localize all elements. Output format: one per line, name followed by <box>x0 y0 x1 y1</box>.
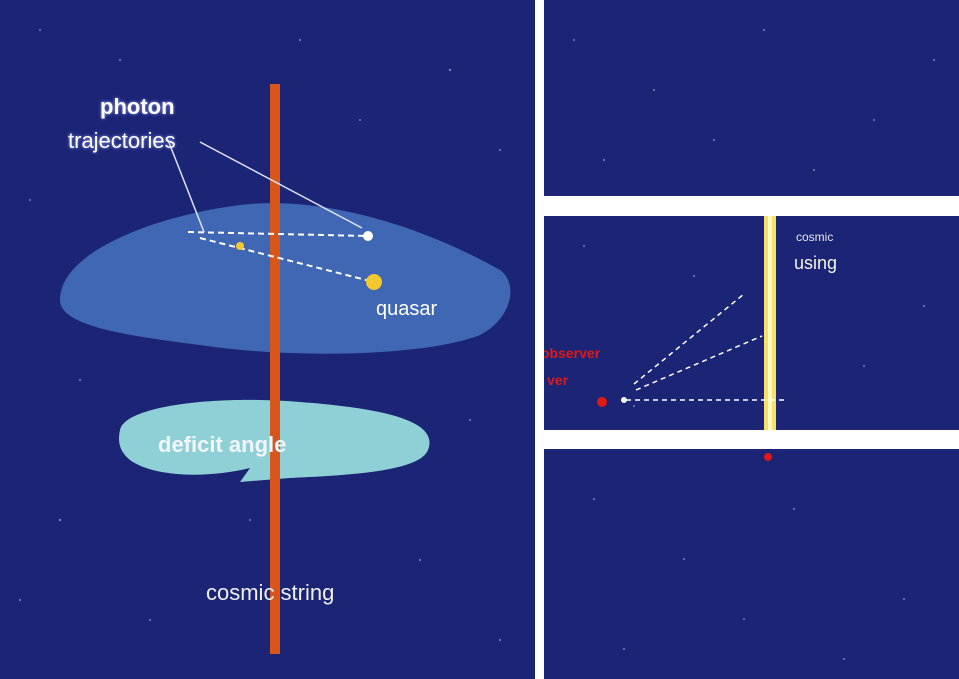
photon-label-line2: trajectories <box>68 128 176 153</box>
lensing-label-line2: using <box>794 253 838 273</box>
lensing-scene <box>583 216 925 430</box>
right-top-panel <box>544 0 959 196</box>
photon-label-line1: photon <box>100 94 175 119</box>
pointer-line-2 <box>199 141 363 229</box>
photon-trajectories-label: photon trajectories <box>68 90 176 158</box>
quasar-label: quasar <box>376 298 438 320</box>
cosmic-string <box>270 84 280 654</box>
deficit-angle-label: deficit angle <box>158 432 287 457</box>
image-point-1 <box>236 242 244 250</box>
sky-plane <box>60 203 511 354</box>
right-bottom-panel <box>544 449 959 679</box>
observer-label-line2: ver <box>547 372 569 388</box>
left-scene <box>19 29 511 654</box>
image-point-2 <box>363 231 373 241</box>
left-panel: photon trajectories quasar deficit angle… <box>0 0 535 679</box>
cosmic-string-label: cosmic string <box>206 580 335 605</box>
observer-dot <box>597 397 607 407</box>
ray-upper <box>633 293 745 385</box>
photon-trajectory-upper <box>187 231 369 237</box>
red-marker <box>764 453 772 461</box>
pointer-line-1 <box>167 139 205 233</box>
stars-right-bottom <box>593 453 905 660</box>
source-dot <box>621 397 627 403</box>
right-mid-panel: cosmic using observer ver <box>544 216 959 430</box>
observer-label-line1: observer <box>544 345 601 361</box>
stars-right-top <box>573 29 935 171</box>
stars-left <box>19 29 501 641</box>
quasar-dot <box>366 274 382 290</box>
lensing-label-line1: cosmic <box>796 230 834 244</box>
ray-middle <box>635 335 763 391</box>
